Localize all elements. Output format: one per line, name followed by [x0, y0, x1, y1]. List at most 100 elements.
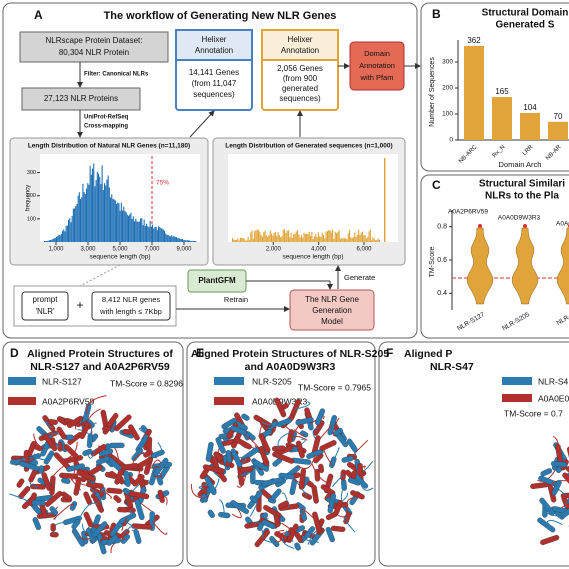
helix [47, 419, 58, 425]
loop [281, 536, 295, 549]
arrow [189, 110, 215, 138]
axis-label: frequency [26, 185, 32, 211]
y-tick-label: 0.4 [437, 290, 447, 297]
helixer-header [175, 29, 253, 61]
tm-score: TM-Score = 0.7 [504, 408, 563, 418]
hist-bar-shape [246, 240, 248, 242]
hist-bar-shape [162, 229, 164, 242]
hist-bar-shape [332, 229, 334, 242]
hist-bar-shape [92, 168, 94, 242]
hist-bar-shape [356, 234, 358, 242]
loop [545, 519, 563, 526]
box-text: with length ≤ 7Kbp [99, 307, 162, 316]
hist-bar-shape [238, 240, 240, 242]
hist-bar-shape [44, 241, 46, 242]
hist-bar-shape [317, 232, 319, 242]
hist-bar-shape [113, 199, 115, 242]
helix [350, 490, 365, 500]
hist-bar-shape [164, 230, 166, 242]
loop [281, 522, 294, 533]
helix [333, 500, 343, 516]
top-hit [478, 224, 482, 228]
helix [122, 429, 133, 435]
hist-bar-shape [65, 225, 67, 242]
hist-bar-shape [265, 235, 267, 242]
hist-bar-shape [182, 238, 184, 242]
hist-bar-shape [337, 232, 339, 242]
loop [293, 435, 308, 441]
hist-bar-shape [338, 230, 340, 242]
helix [327, 493, 337, 514]
hist-bar-shape [371, 240, 373, 242]
hist-bar-shape [259, 231, 261, 242]
box-text: prompt [33, 295, 59, 304]
loop [9, 493, 30, 503]
hist-bar-shape [329, 230, 331, 242]
helix [253, 459, 270, 472]
step-label: Retrain [224, 295, 248, 304]
hist-bar-shape [241, 237, 243, 242]
hist-bar-shape [352, 237, 354, 242]
hist-bar-shape [185, 240, 187, 242]
legend-swatch [502, 377, 532, 385]
helix [49, 531, 59, 538]
hist-bar-shape [377, 238, 379, 242]
helix [540, 535, 560, 545]
loop [301, 508, 314, 519]
hist-bar-shape [142, 225, 144, 242]
hist-bar-shape [272, 235, 274, 242]
helix [261, 519, 276, 530]
hist-bar-shape [328, 230, 330, 242]
hist-bar-shape [101, 165, 103, 242]
hist-bar-shape [78, 192, 80, 242]
hist-bar-shape [277, 232, 279, 242]
hist-bar-shape [189, 240, 191, 242]
panel-title: Aligned Protein Structures of [27, 348, 173, 360]
helix [271, 445, 286, 452]
hit-label: A0A0 [556, 221, 569, 228]
loop [553, 436, 560, 455]
hist-bar-shape [365, 238, 367, 242]
helix [56, 426, 67, 440]
hist-bar-shape [149, 220, 151, 242]
hist-bar-shape [143, 219, 145, 242]
hist-bar-shape [66, 225, 68, 242]
hist-bar-shape [243, 238, 245, 242]
loop [33, 453, 50, 461]
hist-bar-shape [110, 197, 112, 242]
legend-text: A0A0E0 [538, 393, 569, 403]
legend-swatch [8, 377, 36, 385]
hist-bar-shape [355, 236, 357, 242]
helix [225, 450, 233, 464]
hist-bar-shape [268, 235, 270, 242]
hist-bar-shape [285, 233, 287, 242]
box-text: The NLR Gene [305, 295, 359, 304]
hist-bar-shape [116, 203, 118, 242]
hist-bar-shape [258, 229, 260, 242]
loop [52, 521, 74, 535]
loop [287, 423, 301, 439]
helix [113, 495, 122, 503]
hist-bar-shape [281, 236, 283, 242]
hist-bar-shape [136, 221, 138, 242]
hist-bar-shape [349, 229, 351, 242]
helix [330, 525, 346, 532]
x-tick-label: 3,000 [80, 247, 96, 253]
hist-bar-shape [105, 185, 107, 242]
helix [132, 474, 145, 487]
hist-bar-shape [82, 183, 84, 242]
hist-bar-shape [48, 240, 50, 242]
helix [258, 446, 270, 467]
loop [282, 474, 291, 483]
box-text: Annotation [195, 46, 233, 55]
legend-swatch [8, 397, 36, 405]
helix [263, 504, 282, 519]
helix [560, 505, 569, 518]
loop [351, 445, 357, 456]
hist-bar-shape [188, 240, 190, 242]
helix [32, 517, 42, 531]
helix [551, 479, 562, 496]
helix [565, 466, 569, 479]
panel-title: Generated S [496, 20, 555, 31]
helix [106, 487, 123, 495]
